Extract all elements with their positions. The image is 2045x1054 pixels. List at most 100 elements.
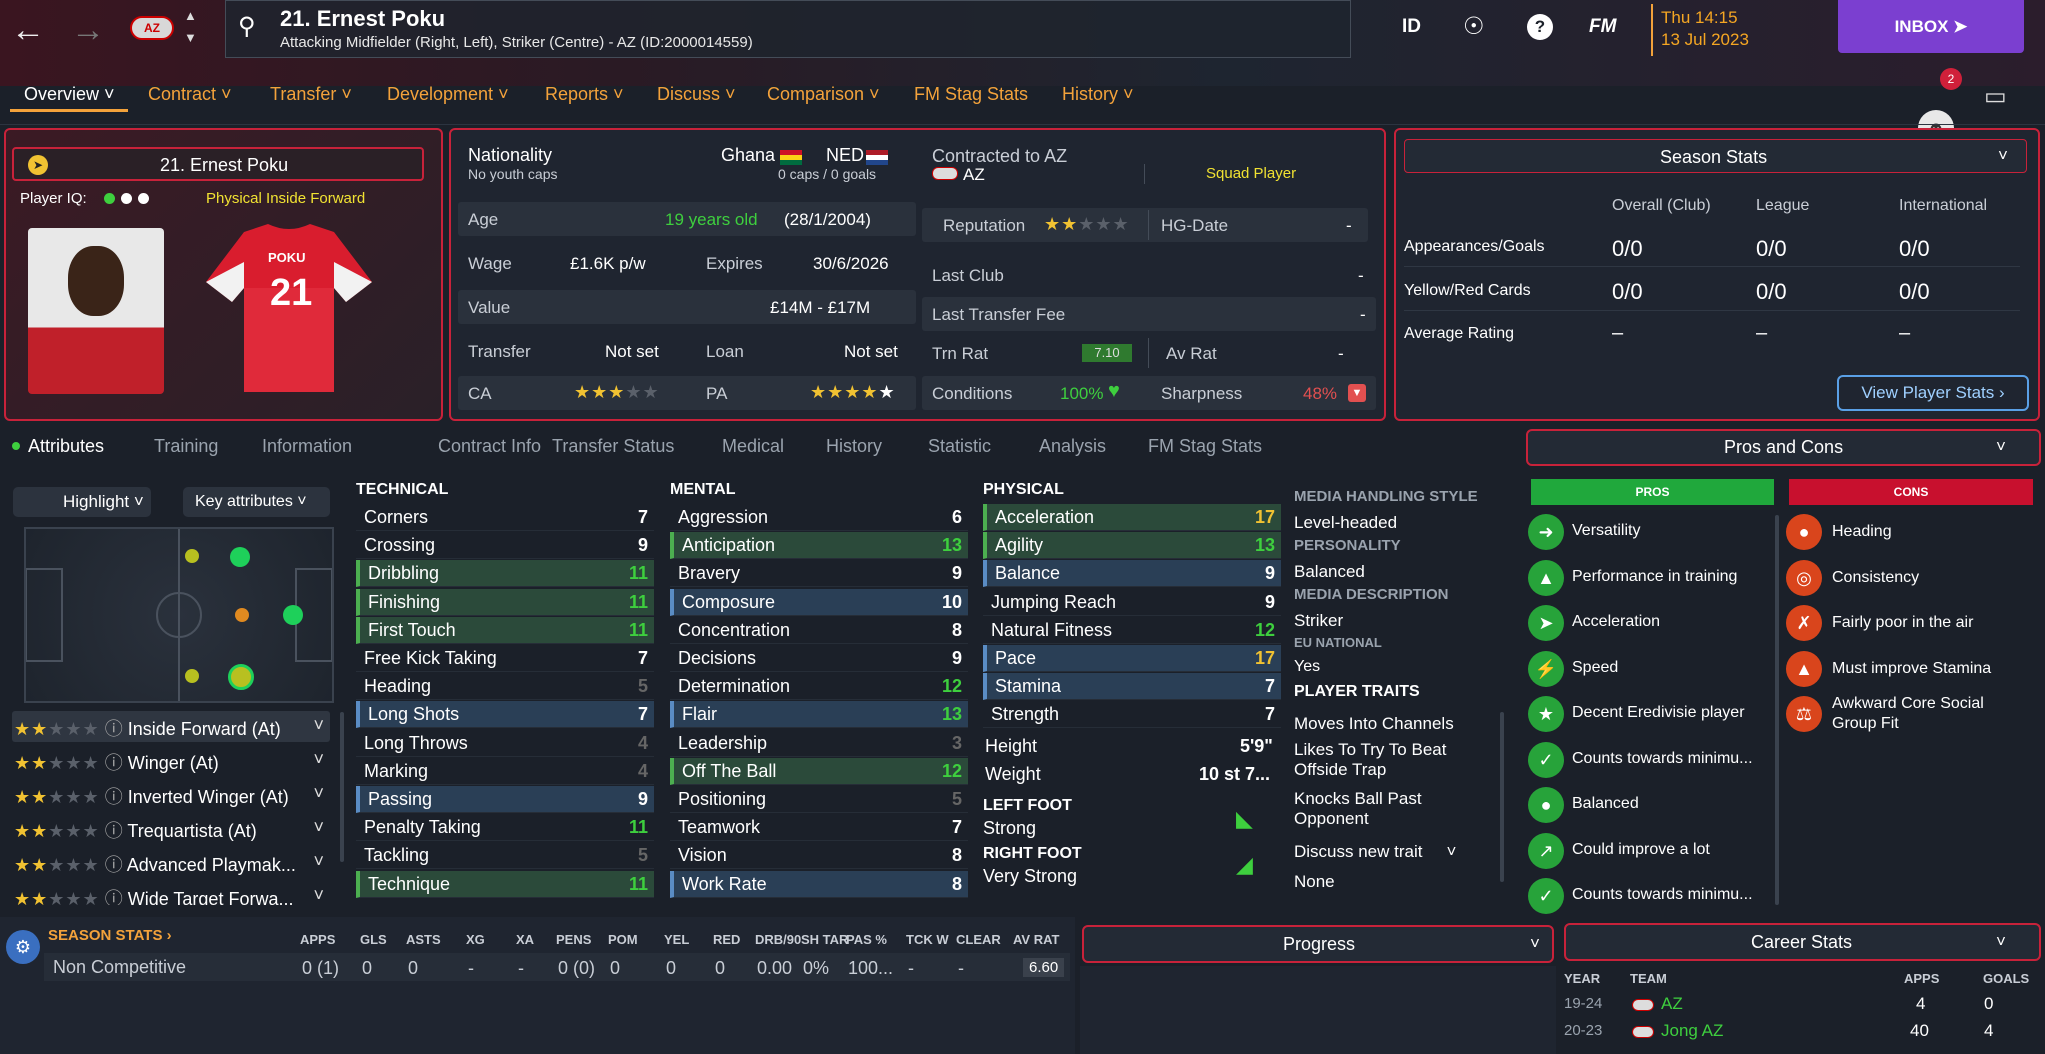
tab-discuss[interactable]: Discuss ˅ bbox=[657, 84, 736, 104]
attribute-row[interactable]: Off The Ball 12 bbox=[670, 757, 968, 785]
subtab-analysis[interactable]: Analysis bbox=[1039, 436, 1107, 456]
attribute-row[interactable]: Dribbling 11 bbox=[356, 560, 654, 588]
attribute-row[interactable]: Tackling 5 bbox=[356, 842, 654, 870]
attribute-row[interactable]: Long Shots 7 bbox=[356, 701, 654, 729]
tab-comparison[interactable]: Comparison ˅ bbox=[767, 84, 880, 104]
attribute-row[interactable]: Corners 7 bbox=[356, 504, 654, 531]
tab-history[interactable]: History ˅ bbox=[1062, 84, 1134, 104]
attribute-value: 11 bbox=[628, 817, 648, 838]
attribute-row[interactable]: Penalty Taking 11 bbox=[356, 814, 654, 842]
discuss-trait-dropdown[interactable]: Discuss new trait ˅ bbox=[1294, 842, 1456, 862]
subtab-statistic[interactable]: Statistic bbox=[928, 436, 992, 456]
attribute-row[interactable]: Technique 11 bbox=[356, 870, 654, 898]
subtab-history[interactable]: History bbox=[826, 436, 883, 456]
career-stats-header[interactable] bbox=[1564, 923, 2041, 961]
chevron-down-icon[interactable]: ˅ bbox=[1530, 934, 1540, 953]
career-team-link[interactable]: Jong AZ bbox=[1661, 1021, 1724, 1040]
chevron-down-icon[interactable]: ˅ bbox=[1996, 932, 2006, 951]
attribute-row[interactable]: Vision 8 bbox=[670, 842, 968, 870]
attribute-row[interactable]: Aggression 6 bbox=[670, 504, 968, 531]
attribute-name: Corners bbox=[364, 507, 429, 527]
inbox-button[interactable]: INBOX ➤ bbox=[1838, 0, 2024, 53]
attribute-row[interactable]: Acceleration 17 bbox=[983, 504, 1281, 531]
id-icon[interactable]: ID bbox=[1402, 16, 1421, 37]
attribute-row[interactable]: Free Kick Taking 7 bbox=[356, 645, 654, 672]
chevron-down-icon: ˅ bbox=[313, 715, 324, 735]
attribute-row[interactable]: Concentration 8 bbox=[670, 617, 968, 644]
player-header-box[interactable] bbox=[225, 0, 1351, 58]
attribute-row[interactable]: Crossing 9 bbox=[356, 532, 654, 560]
attribute-row[interactable]: Agility 13 bbox=[983, 532, 1281, 560]
player-name: 21. Ernest Poku bbox=[280, 6, 446, 31]
key-attributes-dropdown[interactable]: Key attributes ˅ bbox=[183, 487, 330, 517]
role-row[interactable]: ★★★★★ ⓘ Inverted Winger (At) ˅ bbox=[14, 783, 332, 813]
pros-scrollbar[interactable] bbox=[1775, 515, 1779, 905]
attribute-row[interactable]: Leadership 3 bbox=[670, 730, 968, 757]
globe-icon[interactable]: ☉ bbox=[1463, 13, 1485, 40]
subtab-information[interactable]: Information bbox=[262, 436, 353, 456]
pros-cons-header[interactable] bbox=[1526, 429, 2041, 466]
fm-icon[interactable]: FM bbox=[1589, 16, 1617, 37]
career-team-link[interactable]: AZ bbox=[1661, 994, 1683, 1013]
attribute-row[interactable]: Stamina 7 bbox=[983, 673, 1281, 701]
subtab-fm-stag-stats[interactable]: FM Stag Stats bbox=[1148, 436, 1263, 456]
role-row[interactable]: ★★★★★ ⓘ Advanced Playmak... ˅ bbox=[14, 851, 332, 881]
attribute-row[interactable]: Heading 5 bbox=[356, 673, 654, 701]
search-icon[interactable]: ⚲ bbox=[238, 13, 256, 40]
attribute-row[interactable]: Teamwork 7 bbox=[670, 814, 968, 842]
subtab-attributes[interactable]: Attributes bbox=[28, 436, 105, 456]
settings-gear-icon[interactable]: ⚙ bbox=[6, 930, 40, 964]
attribute-row[interactable]: Jumping Reach 9 bbox=[983, 589, 1281, 616]
pro-text: Decent Eredivisie player bbox=[1572, 704, 1745, 721]
traits-scrollbar[interactable] bbox=[1500, 712, 1504, 882]
tab-fm-stag-stats[interactable]: FM Stag Stats bbox=[914, 82, 1028, 106]
progress-header[interactable] bbox=[1082, 925, 1554, 963]
tab-reports[interactable]: Reports ˅ bbox=[545, 84, 624, 104]
attribute-row[interactable]: Finishing 11 bbox=[356, 588, 654, 616]
attribute-row[interactable]: Bravery 9 bbox=[670, 560, 968, 588]
subtab-transfer-status[interactable]: Transfer Status bbox=[552, 436, 675, 456]
chevron-down-icon[interactable]: ˅ bbox=[1996, 437, 2006, 456]
season-stats-link[interactable]: SEASON STATS › bbox=[48, 927, 172, 944]
attribute-row[interactable]: Balance 9 bbox=[983, 560, 1281, 588]
attribute-row[interactable]: Strength 7 bbox=[983, 701, 1281, 729]
attribute-row[interactable]: Passing 9 bbox=[356, 786, 654, 813]
subtab-contract-info[interactable]: Contract Info bbox=[438, 436, 542, 456]
season-stats-dropdown[interactable] bbox=[1404, 139, 2027, 173]
attribute-row[interactable]: Flair 13 bbox=[670, 701, 968, 729]
role-row[interactable]: ★★★★★ ⓘ Winger (At) ˅ bbox=[14, 749, 332, 779]
attribute-row[interactable]: Marking 4 bbox=[356, 758, 654, 785]
tab-transfer[interactable]: Transfer ˅ bbox=[270, 84, 352, 104]
subtab-training[interactable]: Training bbox=[154, 436, 219, 456]
tab-development[interactable]: Development ˅ bbox=[387, 84, 509, 104]
attribute-row[interactable]: Work Rate 8 bbox=[670, 870, 968, 898]
chevron-up-icon[interactable]: ▲ bbox=[184, 8, 197, 23]
attribute-row[interactable]: Decisions 9 bbox=[670, 645, 968, 672]
monitor-icon[interactable]: ▭ bbox=[1984, 83, 2007, 110]
forward-arrow-icon[interactable]: → bbox=[71, 11, 105, 49]
help-icon[interactable]: ? bbox=[1527, 14, 1553, 40]
role-row[interactable]: ★★★★★ ⓘ Trequartista (At) ˅ bbox=[14, 817, 332, 847]
attribute-row[interactable]: Positioning 5 bbox=[670, 786, 968, 813]
club-badge[interactable]: AZ bbox=[130, 16, 174, 40]
chevron-down-icon[interactable]: ▼ bbox=[184, 30, 197, 45]
tab-contract[interactable]: Contract ˅ bbox=[148, 84, 232, 104]
iq-dot bbox=[121, 193, 132, 204]
date-box[interactable] bbox=[1651, 4, 1821, 56]
back-arrow-icon[interactable]: ← bbox=[11, 11, 45, 49]
attribute-row[interactable]: Natural Fitness 12 bbox=[983, 617, 1281, 644]
attribute-row[interactable]: Determination 12 bbox=[670, 673, 968, 701]
role-row[interactable]: ★★★★★ ⓘ Wide Target Forwa... ˅ bbox=[14, 885, 332, 905]
highlight-dropdown[interactable]: Highlight ˅ bbox=[13, 487, 151, 517]
attribute-row[interactable]: First Touch 11 bbox=[356, 616, 654, 644]
chevron-down-icon[interactable]: ˅ bbox=[1998, 146, 2008, 165]
attribute-row[interactable]: Anticipation 13 bbox=[670, 532, 968, 560]
attribute-row[interactable]: Long Throws 4 bbox=[356, 730, 654, 757]
roles-scrollbar[interactable] bbox=[340, 712, 344, 862]
role-row[interactable]: ★★★★★ ⓘ Inside Forward (At) ˅ bbox=[14, 715, 332, 745]
attribute-row[interactable]: Pace 17 bbox=[983, 645, 1281, 672]
attribute-row[interactable]: Composure 10 bbox=[670, 588, 968, 616]
subtab-medical[interactable]: Medical bbox=[722, 436, 785, 456]
view-player-stats-button[interactable]: View Player Stats › bbox=[1837, 375, 2029, 411]
tab-overview[interactable]: Overview ˅ bbox=[24, 84, 115, 104]
